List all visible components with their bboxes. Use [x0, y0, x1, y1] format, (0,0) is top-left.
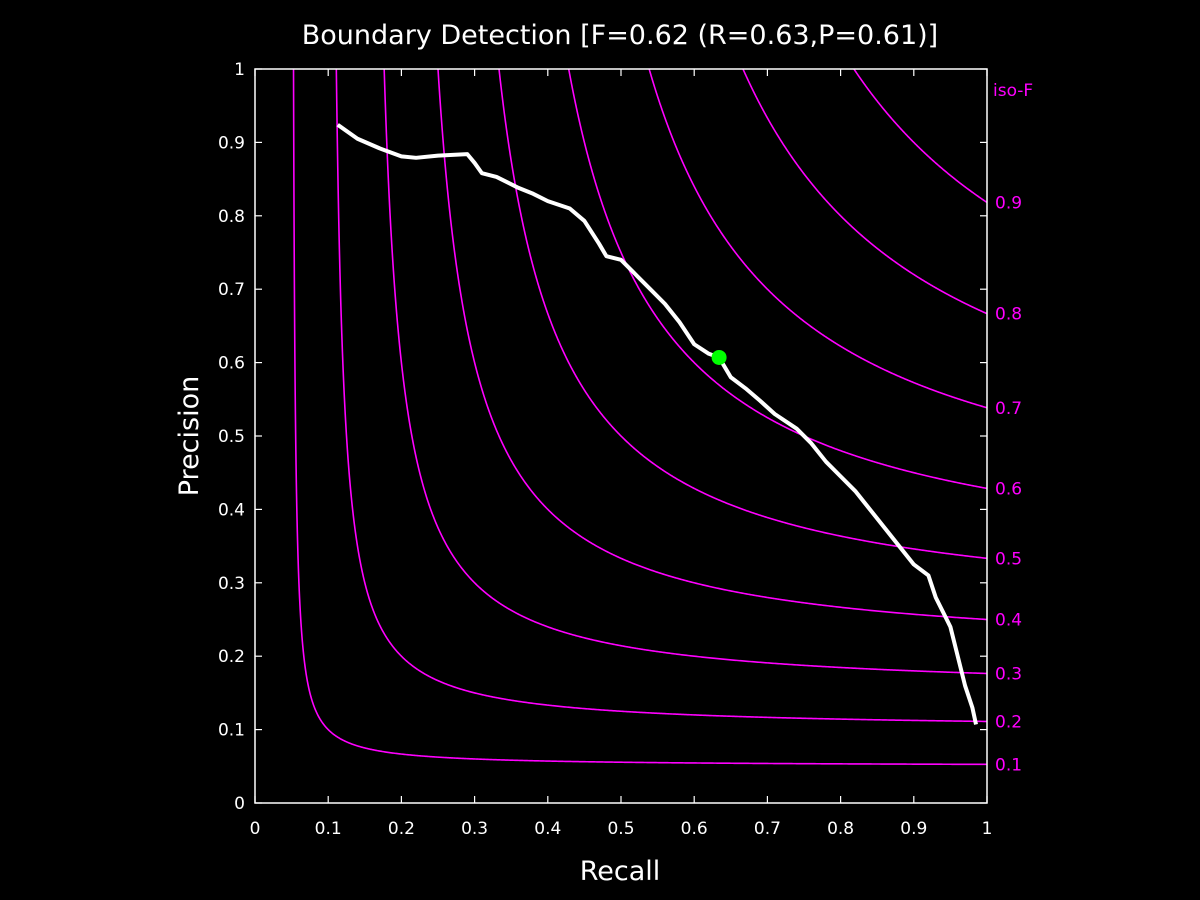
iso-f-curve-0.7: [648, 68, 988, 409]
iso-f-curve-0.8: [742, 68, 988, 315]
iso-f-curve-0.5: [498, 69, 988, 560]
y-tick-label: 0.7: [218, 280, 245, 300]
y-tick-label: 0.5: [218, 427, 245, 447]
iso-f-label-0.3: 0.3: [995, 664, 1022, 684]
pr-curve: [336, 123, 978, 725]
y-tick-label: 0.9: [218, 133, 245, 153]
iso-f-curve-0.6: [567, 68, 988, 490]
iso-f-curves: [292, 68, 988, 766]
x-tick-label: 0.9: [900, 819, 927, 839]
x-tick-label: 1: [982, 819, 993, 839]
iso-f-label-0.9: 0.9: [995, 193, 1022, 213]
chart-title: Boundary Detection [F=0.62 (R=0.63,P=0.6…: [302, 20, 938, 51]
x-tick-label: 0.5: [607, 819, 634, 839]
iso-f-label-0.4: 0.4: [995, 611, 1022, 631]
x-tick-label: 0: [250, 819, 261, 839]
x-tick-label: 0.7: [754, 819, 781, 839]
x-tick-label: 0.3: [461, 819, 488, 839]
iso-f-label-0.1: 0.1: [995, 755, 1022, 775]
x-tick-label: 0.8: [827, 819, 854, 839]
iso-f-legend-label: iso-F: [993, 81, 1033, 101]
x-tick-label: 0.1: [315, 819, 342, 839]
iso-f-label-0.6: 0.6: [995, 479, 1022, 499]
x-tick-label: 0.4: [534, 819, 561, 839]
iso-f-curve-0.3: [383, 68, 988, 675]
y-tick-label: 0.1: [218, 721, 245, 741]
y-axis-ticks: 0 0.1 0.2 0.3 0.4 0.5 0.6 0.7 0.8 0.9 1: [218, 60, 987, 814]
y-tick-label: 0.4: [218, 500, 245, 520]
iso-f-curve-0.9: [853, 68, 988, 204]
y-tick-label: 0.3: [218, 574, 245, 594]
iso-f-label-0.2: 0.2: [995, 712, 1022, 732]
iso-f-curve-0.4: [437, 69, 988, 621]
y-axis-label: Precision: [174, 376, 205, 496]
x-axis-ticks: 0 0.1 0.2 0.3 0.4 0.5 0.6 0.7 0.8 0.9 1: [250, 69, 993, 839]
y-tick-label: 1: [234, 60, 245, 80]
iso-f-label-0.8: 0.8: [995, 305, 1022, 325]
iso-f-curve-0.1: [292, 68, 988, 766]
x-tick-label: 0.6: [681, 819, 708, 839]
y-tick-label: 0.8: [218, 207, 245, 227]
y-tick-label: 0.2: [218, 647, 245, 667]
best-f-point: [711, 349, 727, 365]
y-tick-label: 0.6: [218, 354, 245, 374]
iso-f-label-0.7: 0.7: [995, 399, 1022, 419]
iso-f-curve-0.2: [335, 68, 988, 723]
iso-f-labels: 0.1 0.2 0.3 0.4 0.5 0.6 0.7 0.8 0.9: [995, 193, 1022, 775]
x-axis-label: Recall: [580, 856, 661, 887]
iso-f-label-0.5: 0.5: [995, 549, 1022, 569]
x-tick-label: 0.2: [388, 819, 415, 839]
y-tick-label: 0: [234, 794, 245, 814]
pr-curve-layer: [336, 123, 978, 725]
